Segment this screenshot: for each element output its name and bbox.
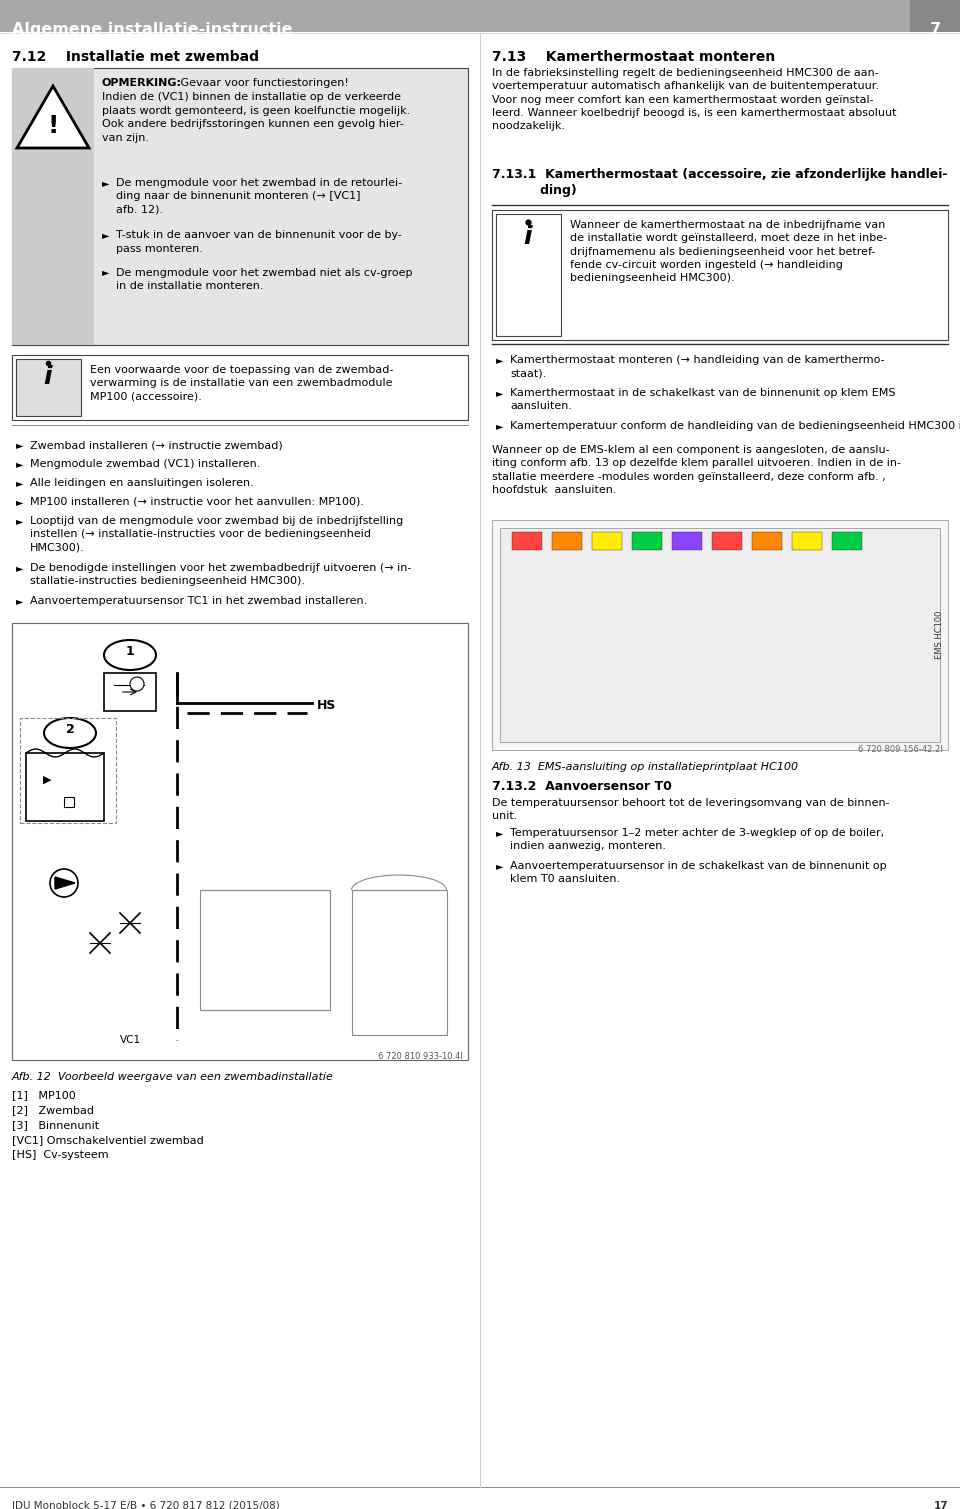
- Bar: [12, 623, 468, 1059]
- Bar: [12, 355, 468, 420]
- Text: 17: 17: [933, 1501, 948, 1509]
- Text: De temperatuursensor behoort tot de leveringsomvang van de binnen-
unit.: De temperatuursensor behoort tot de leve…: [492, 798, 890, 821]
- Bar: [200, 890, 330, 1010]
- Text: 6 720 809 156-42.2I: 6 720 809 156-42.2I: [858, 745, 943, 754]
- Text: Algemene installatie-instructie: Algemene installatie-instructie: [12, 23, 293, 38]
- Text: [VC1] Omschakelventiel zwembad: [VC1] Omschakelventiel zwembad: [12, 1135, 204, 1145]
- Text: [HS]  Cv-systeem: [HS] Cv-systeem: [12, 1150, 108, 1160]
- Bar: [672, 533, 702, 549]
- Text: ►: ►: [496, 828, 503, 837]
- Text: Aanvoertemperatuursensor TC1 in het zwembad installeren.: Aanvoertemperatuursensor TC1 in het zwem…: [30, 596, 368, 607]
- Bar: [712, 533, 742, 549]
- Bar: [910, 0, 960, 32]
- Bar: [492, 210, 948, 340]
- Text: EMS HC100: EMS HC100: [935, 611, 945, 659]
- Text: Wanneer de kamerthermostaat na de inbedrijfname van
de installatie wordt geïnsta: Wanneer de kamerthermostaat na de inbedr…: [570, 220, 887, 284]
- Text: ►: ►: [16, 478, 23, 487]
- Text: 7.12    Installatie met zwembad: 7.12 Installatie met zwembad: [12, 50, 259, 63]
- Text: ►: ►: [102, 231, 109, 240]
- Text: Alle leidingen en aansluitingen isoleren.: Alle leidingen en aansluitingen isoleren…: [30, 478, 253, 487]
- Text: Kamerthermostaat in de schakelkast van de binnenunit op klem EMS
aansluiten.: Kamerthermostaat in de schakelkast van d…: [510, 388, 896, 412]
- Text: Looptijd van de mengmodule voor zwembad bij de inbedrijfstelling
instellen (→ in: Looptijd van de mengmodule voor zwembad …: [30, 516, 403, 552]
- Bar: [832, 533, 862, 549]
- Text: De benodigde instellingen voor het zwembadbedrijf uitvoeren (→ in-
stallatie-ins: De benodigde instellingen voor het zwemb…: [30, 563, 412, 587]
- Text: 7.13    Kamerthermostaat monteren: 7.13 Kamerthermostaat monteren: [492, 50, 776, 63]
- Text: Een voorwaarde voor de toepassing van de zwembad-
verwarming is de installatie v: Een voorwaarde voor de toepassing van de…: [90, 365, 394, 401]
- Text: HS: HS: [317, 699, 336, 712]
- Text: VC1: VC1: [119, 1035, 140, 1046]
- Text: ►: ►: [16, 516, 23, 527]
- Text: [2]   Zwembad: [2] Zwembad: [12, 1105, 94, 1115]
- Bar: [592, 533, 622, 549]
- Text: Kamerthermostaat monteren (→ handleiding van de kamerthermo-
staat).: Kamerthermostaat monteren (→ handleiding…: [510, 355, 884, 379]
- Bar: [492, 521, 948, 750]
- Text: ►: ►: [102, 178, 109, 189]
- Text: ►: ►: [16, 596, 23, 607]
- Bar: [632, 533, 662, 549]
- Bar: [64, 797, 74, 807]
- Bar: [0, 0, 910, 32]
- Text: i: i: [44, 365, 52, 389]
- Bar: [352, 890, 447, 1035]
- Text: ►: ►: [496, 355, 503, 365]
- Text: 6 720 810 933-10.4I: 6 720 810 933-10.4I: [378, 1052, 463, 1061]
- Text: 7: 7: [929, 23, 941, 38]
- Text: 7.13.2  Aanvoersensor T0: 7.13.2 Aanvoersensor T0: [492, 780, 672, 794]
- Text: Wanneer op de EMS-klem al een component is aangesloten, de aanslu-
iting conform: Wanneer op de EMS-klem al een component …: [492, 445, 901, 495]
- Text: T-stuk in de aanvoer van de binnenunit voor de by-
pass monteren.: T-stuk in de aanvoer van de binnenunit v…: [116, 231, 402, 254]
- Bar: [12, 68, 94, 346]
- Text: ▶: ▶: [43, 776, 51, 785]
- Bar: [552, 533, 582, 549]
- Bar: [500, 528, 940, 742]
- Text: [3]   Binnenunit: [3] Binnenunit: [12, 1120, 99, 1130]
- Text: In de fabrieksinstelling regelt de bedieningseenheid HMC300 de aan-
voertemperat: In de fabrieksinstelling regelt de bedie…: [492, 68, 897, 131]
- Text: ►: ►: [496, 388, 503, 398]
- Bar: [752, 533, 782, 549]
- Text: ►: ►: [496, 862, 503, 871]
- Text: MP100 installeren (→ instructie voor het aanvullen: MP100).: MP100 installeren (→ instructie voor het…: [30, 496, 364, 507]
- Text: ►: ►: [16, 459, 23, 469]
- Circle shape: [130, 678, 144, 691]
- Bar: [496, 214, 561, 337]
- Bar: [104, 673, 156, 711]
- Text: ►: ►: [496, 421, 503, 432]
- Text: De mengmodule voor het zwembad in de retourlei-
ding naar de binnenunit monteren: De mengmodule voor het zwembad in de ret…: [116, 178, 402, 214]
- Text: 1: 1: [126, 644, 134, 658]
- Circle shape: [50, 869, 78, 896]
- Bar: [20, 718, 116, 822]
- Text: 2: 2: [65, 723, 74, 736]
- Polygon shape: [17, 86, 89, 148]
- Text: Kamertemperatuur conform de handleiding van de bedieningseenheid HMC300 instelle: Kamertemperatuur conform de handleiding …: [510, 421, 960, 432]
- Text: 7.13.1  Kamerthermostaat (accessoire, zie afzonderlijke handlei-
           ding: 7.13.1 Kamerthermostaat (accessoire, zie…: [492, 167, 948, 198]
- Text: ►: ►: [16, 441, 23, 450]
- Text: [1]   MP100: [1] MP100: [12, 1089, 76, 1100]
- Text: ►: ►: [16, 563, 23, 573]
- Text: Afb. 13  EMS-aansluiting op installatieprintplaat HC100: Afb. 13 EMS-aansluiting op installatiepr…: [492, 762, 799, 773]
- Text: Mengmodule zwembad (VC1) installeren.: Mengmodule zwembad (VC1) installeren.: [30, 459, 260, 469]
- Text: Afb. 12  Voorbeeld weergave van een zwembadinstallatie: Afb. 12 Voorbeeld weergave van een zwemb…: [12, 1071, 334, 1082]
- Text: Aanvoertemperatuursensor in de schakelkast van de binnenunit op
klem T0 aansluit: Aanvoertemperatuursensor in de schakelka…: [510, 862, 887, 884]
- Ellipse shape: [104, 640, 156, 670]
- Text: Indien de (VC1) binnen de installatie op de verkeerde
plaats wordt gemonteerd, i: Indien de (VC1) binnen de installatie op…: [102, 92, 410, 143]
- Text: !: !: [47, 115, 59, 137]
- Text: IDU Monoblock 5-17 E/B • 6 720 817 812 (2015/08): IDU Monoblock 5-17 E/B • 6 720 817 812 (…: [12, 1501, 279, 1509]
- Bar: [16, 359, 81, 416]
- Text: Zwembad installeren (→ instructie zwembad): Zwembad installeren (→ instructie zwemba…: [30, 441, 283, 450]
- Text: Temperatuursensor 1–2 meter achter de 3-wegklep of op de boiler,
indien aanwezig: Temperatuursensor 1–2 meter achter de 3-…: [510, 828, 884, 851]
- Polygon shape: [55, 877, 75, 889]
- Text: De mengmodule voor het zwembad niet als cv-groep
in de installatie monteren.: De mengmodule voor het zwembad niet als …: [116, 267, 413, 291]
- Bar: [12, 68, 468, 346]
- Bar: [26, 753, 104, 821]
- Bar: [512, 533, 542, 549]
- Text: OPMERKING:: OPMERKING:: [102, 78, 182, 88]
- Ellipse shape: [44, 718, 96, 748]
- Text: ►: ►: [102, 267, 109, 278]
- Text: Gevaar voor functiestoringen!: Gevaar voor functiestoringen!: [177, 78, 348, 88]
- Text: ►: ►: [16, 496, 23, 507]
- Text: i: i: [524, 225, 532, 249]
- Bar: [792, 533, 822, 549]
